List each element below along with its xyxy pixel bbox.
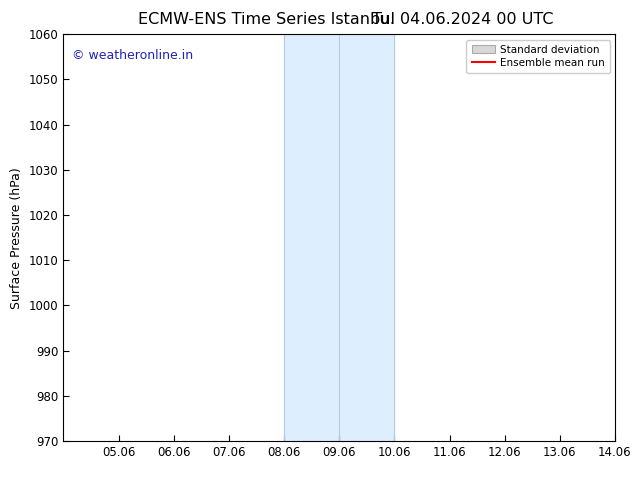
Legend: Standard deviation, Ensemble mean run: Standard deviation, Ensemble mean run xyxy=(467,40,610,73)
Y-axis label: Surface Pressure (hPa): Surface Pressure (hPa) xyxy=(10,167,23,309)
Bar xyxy=(284,34,394,441)
Text: Tu. 04.06.2024 00 UTC: Tu. 04.06.2024 00 UTC xyxy=(372,12,553,27)
Text: ECMW-ENS Time Series Istanbul: ECMW-ENS Time Series Istanbul xyxy=(138,12,395,27)
Text: © weatheronline.in: © weatheronline.in xyxy=(72,49,193,62)
